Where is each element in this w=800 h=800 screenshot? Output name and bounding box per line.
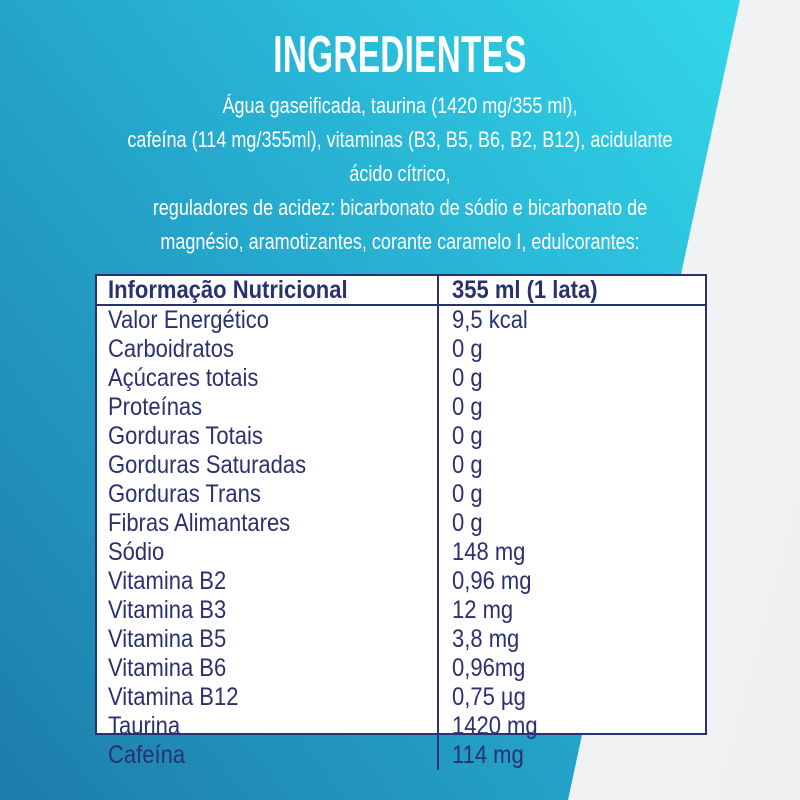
row-label: Cafeína [108,741,186,769]
row-value: 0 g [452,480,483,508]
ingredients-title: INGREDIENTES [273,26,527,84]
row-label: Proteínas [108,393,203,421]
table-row: Gorduras Totais 0 g [97,422,705,451]
row-value: 0,96 mg [452,567,532,595]
table-row: Açúcares totais 0 g [97,364,705,393]
table-row: Fibras Alimantares 0 g [97,509,705,538]
ingredients-line: reguladores de acidez: bicarbonato de só… [152,195,648,220]
row-value: 12 mg [452,596,514,624]
row-label: Gorduras Trans [108,480,261,508]
nutrition-table-title-cell: Informação Nutricional [97,276,439,304]
serving-size-cell: 355 ml (1 lata) [439,276,705,304]
row-label: Vitamina B2 [108,567,227,595]
table-row: Gorduras Saturadas 0 g [97,451,705,480]
row-value: 0 g [452,393,483,421]
table-row: Proteínas 0 g [97,393,705,422]
row-value: 148 mg [452,538,526,566]
row-value: 3,8 mg [452,625,520,653]
row-label: Gorduras Saturadas [108,451,307,479]
nutrition-table-body: Valor Energético 9,5 kcal Carboidratos 0… [97,306,705,770]
table-row: Gorduras Trans 0 g [97,480,705,509]
row-value: 114 mg [452,741,524,769]
table-row: Sódio 148 mg [97,538,705,567]
table-row: Taurina 1420 mg [97,712,705,741]
row-value: 0,75 µg [452,683,526,711]
row-value: 0 g [452,509,483,537]
serving-size: 355 ml (1 lata) [452,276,598,304]
row-value: 1420 mg [452,712,538,740]
row-label: Taurina [108,712,181,740]
row-label: Carboidratos [108,335,234,363]
table-row: Vitamina B2 0,96 mg [97,567,705,596]
row-label: Vitamina B6 [108,654,227,682]
row-label: Gorduras Totais [108,422,263,450]
table-row: Vitamina B5 3,8 mg [97,625,705,654]
table-row: Cafeína 114 mg [97,741,705,770]
ingredients-line: ácido cítrico, [349,161,451,186]
table-row: Carboidratos 0 g [97,335,705,364]
nutrition-table-title: Informação Nutricional [108,276,348,304]
row-value: 0 g [452,335,483,363]
row-label: Fibras Alimantares [108,509,291,537]
row-value: 0 g [452,364,483,392]
table-row: Vitamina B12 0,75 µg [97,683,705,712]
row-value: 0,96mg [452,654,526,682]
row-value: 0 g [452,422,483,450]
ingredients-line: Água gaseificada, taurina (1420 mg/355 m… [222,93,578,118]
row-label: Vitamina B5 [108,625,227,653]
table-row: Vitamina B3 12 mg [97,596,705,625]
table-row: Vitamina B6 0,96mg [97,654,705,683]
nutrition-table-header: Informação Nutricional 355 ml (1 lata) [97,276,705,306]
ingredients-text: Água gaseificada, taurina (1420 mg/355 m… [72,89,728,259]
row-label: Sódio [108,538,165,566]
row-label: Vitamina B12 [108,683,239,711]
table-row: Valor Energético 9,5 kcal [97,306,705,335]
nutrition-table: Informação Nutricional 355 ml (1 lata) V… [95,274,707,770]
ingredients-line: cafeína (114 mg/355ml), vitaminas (B3, B… [127,127,673,152]
ingredients-line: magnésio, aramotizantes, corante caramel… [160,229,640,254]
row-value: 9,5 kcal [452,306,528,334]
row-label: Valor Energético [108,306,270,334]
row-label: Açúcares totais [108,364,259,392]
row-label: Vitamina B3 [108,596,227,624]
row-value: 0 g [452,451,483,479]
